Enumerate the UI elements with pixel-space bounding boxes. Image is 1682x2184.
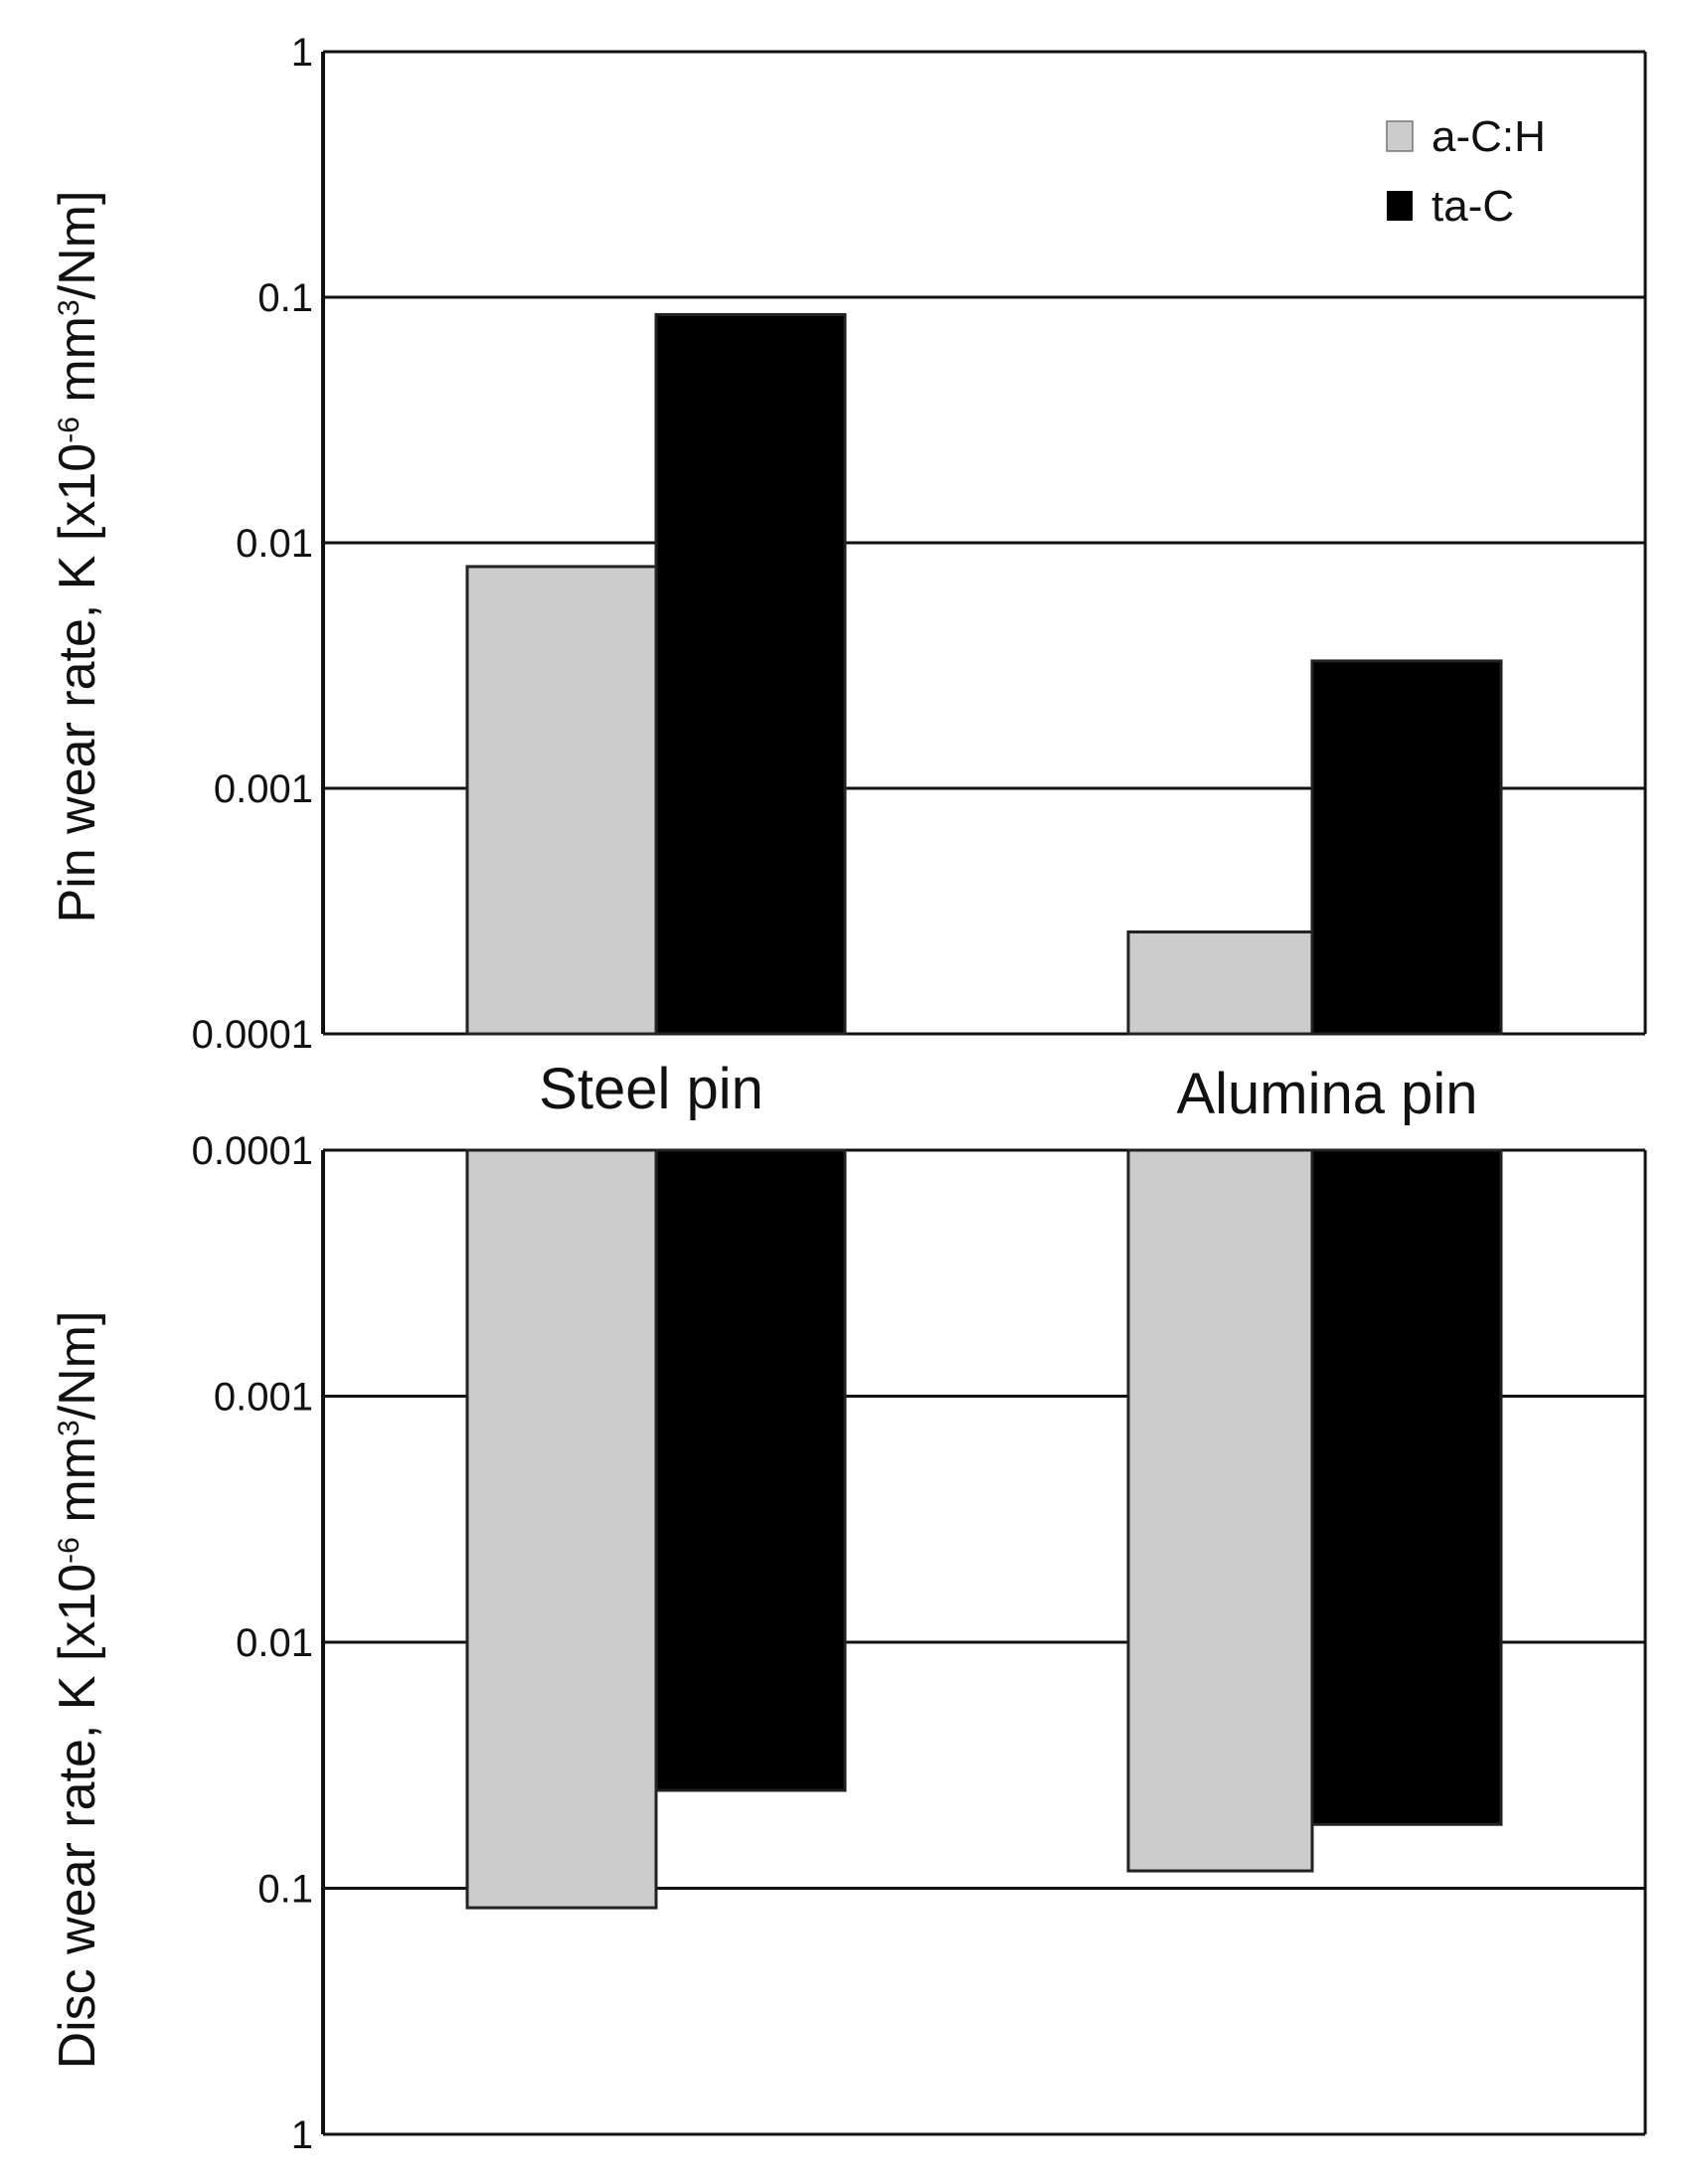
disc-wear-chart: 0.0001 0.001 0.01 0.1 1 Disc wear rate, K [x… [49, 1129, 1647, 2157]
legend-label-ta-c: ta-C [1431, 182, 1514, 231]
legend-swatch-a-c-h [1386, 120, 1414, 152]
pin-tick-label: 1 [291, 31, 313, 75]
disc-tick-label: 0.0001 [192, 1129, 313, 1173]
legend-swatch-ta-c [1387, 191, 1413, 221]
pin-wear-tick-labels: 1 0.1 0.01 0.001 0.0001 [192, 31, 313, 1057]
pin-tick-label: 0.0001 [192, 1013, 313, 1057]
disc-wear-y-axis-label: Disc wear rate, K [x10-6 mm3/Nm] [49, 1311, 106, 2070]
disc-wear-tick-labels: 0.0001 0.001 0.01 0.1 1 [192, 1129, 313, 2157]
pin-wear-y-axis-label: Pin wear rate, K [x10-6 mm3/Nm] [49, 191, 106, 924]
pin-tick-label: 0.01 [236, 522, 313, 566]
pin-tick-label: 0.001 [214, 767, 313, 811]
pin-bar-steel-pin-a-c-h [465, 565, 658, 1036]
disc-tick-label: 1 [291, 2113, 313, 2157]
disc-tick-label: 0.001 [214, 1376, 313, 1420]
disc-bar-alumina-pin-a-c-h [1126, 1148, 1314, 1873]
pin-wear-chart: 1 0.1 0.01 0.001 0.0001 Pin wear rate, K [x1… [49, 31, 1647, 1057]
disc-tick-label: 0.1 [257, 1868, 313, 1912]
category-label-alumina-pin: Alumina pin [1176, 1062, 1477, 1126]
pin-bar-alumina-pin-ta-c [1310, 659, 1503, 1036]
disc-tick-label: 0.01 [236, 1621, 313, 1665]
disc-wear-bars [465, 1148, 1503, 1910]
disc-bar-steel-pin-ta-c [654, 1148, 847, 1792]
pin-tick-label: 0.1 [257, 276, 313, 320]
pin-bar-steel-pin-ta-c [654, 312, 847, 1036]
category-label-steel-pin: Steel pin [539, 1057, 763, 1121]
legend-label-a-c-h: a-C:H [1431, 112, 1546, 161]
pin-wear-bars [465, 312, 1503, 1036]
disc-bar-steel-pin-a-c-h [465, 1148, 658, 1910]
legend: a-C:H ta-C [1386, 112, 1546, 231]
disc-bar-alumina-pin-ta-c [1310, 1148, 1503, 1826]
pin-bar-alumina-pin-a-c-h [1126, 930, 1314, 1036]
